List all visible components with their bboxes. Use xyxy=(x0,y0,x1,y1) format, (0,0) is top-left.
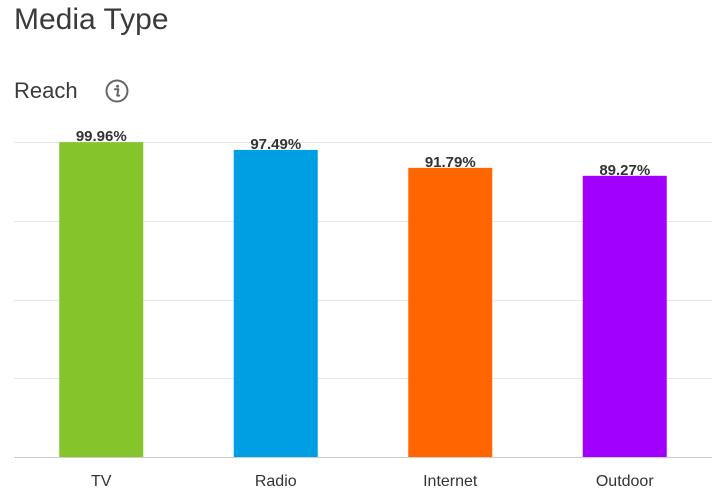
reach-bar-chart-svg: 99.96% 97.49% 91.79% 89.27% TV Radio Internet… xyxy=(14,128,712,490)
x-tick-label: Radio xyxy=(255,473,297,490)
bar-outdoor xyxy=(582,175,667,457)
bar-value-label: 89.27% xyxy=(599,162,650,179)
bar-internet xyxy=(408,167,493,457)
bar-value-label: 99.96% xyxy=(76,128,127,145)
bar-value-label: 91.79% xyxy=(425,154,476,171)
page-title: Media Type xyxy=(14,3,169,36)
section-header: Reach xyxy=(14,76,130,106)
x-tick-label: Outdoor xyxy=(596,473,654,490)
bar-value-label: 97.49% xyxy=(250,136,301,153)
bars xyxy=(59,142,667,457)
x-tick-label: TV xyxy=(91,473,112,490)
reach-chart: 99.96% 97.49% 91.79% 89.27% TV Radio Internet… xyxy=(0,120,718,498)
value-labels: 99.96% 97.49% 91.79% 89.27% xyxy=(76,128,650,179)
info-icon[interactable] xyxy=(104,78,130,104)
section-title: Reach xyxy=(14,78,78,103)
bar-radio xyxy=(233,149,318,457)
x-axis: TV Radio Internet Outdoor xyxy=(14,457,712,490)
bar-tv xyxy=(59,142,144,457)
x-tick-label: Internet xyxy=(423,473,478,490)
